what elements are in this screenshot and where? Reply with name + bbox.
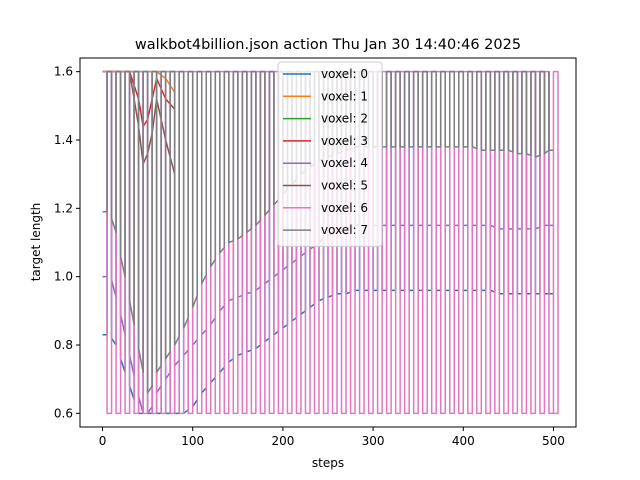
- legend-label: voxel: 6: [321, 201, 368, 215]
- y-tick-label: 1.6: [54, 65, 73, 79]
- legend-box: [277, 61, 383, 247]
- x-tick-label: 0: [99, 434, 107, 448]
- legend-label: voxel: 7: [321, 223, 368, 237]
- legend-label: voxel: 5: [321, 179, 368, 193]
- y-tick-label: 1.4: [54, 133, 73, 147]
- y-tick-label: 0.6: [54, 406, 73, 420]
- y-axis: 0.6 0.8 1.0 1.2 1.4 1.6: [54, 65, 80, 420]
- x-tick-label: 500: [542, 434, 565, 448]
- legend-label: voxel: 3: [321, 134, 368, 148]
- x-tick-label: 200: [271, 434, 294, 448]
- y-tick-label: 1.2: [54, 201, 73, 215]
- legend-label: voxel: 1: [321, 89, 368, 103]
- legend: voxel: 0 voxel: 1 voxel: 2 voxel: 3 voxel: 4…: [277, 61, 383, 247]
- legend-label: voxel: 0: [321, 67, 368, 81]
- y-tick-label: 1.0: [54, 270, 73, 284]
- chart-title: walkbot4billion.json action Thu Jan 30 1…: [135, 37, 521, 53]
- axes-frame: [79, 57, 577, 428]
- x-axis-label: steps: [312, 456, 344, 470]
- y-axis-label: target length: [29, 203, 43, 282]
- x-tick-label: 300: [362, 434, 385, 448]
- x-axis: 0 100 200 300 400 500: [99, 427, 565, 448]
- x-tick-label: 100: [181, 434, 204, 448]
- x-tick-label: 400: [452, 434, 475, 448]
- y-tick-label: 0.8: [54, 338, 73, 352]
- legend-label: voxel: 2: [321, 112, 368, 126]
- legend-label: voxel: 4: [321, 156, 368, 170]
